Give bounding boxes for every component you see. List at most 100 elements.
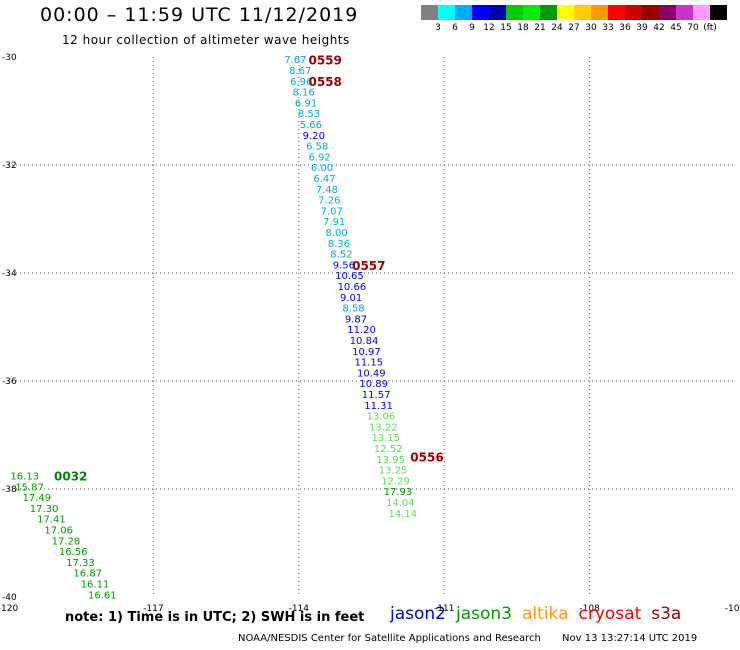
color-swatch [421, 5, 438, 20]
wave-height-label: 10.89 [359, 379, 388, 390]
wave-height-label: 7.26 [318, 196, 340, 207]
track-0556-0559: 7.678.676.968.166.918.535.669.206.586.92… [284, 54, 443, 520]
wave-height-label: 16.11 [81, 580, 110, 591]
wave-height-label: 8.67 [289, 66, 311, 77]
wave-height-label: 6.96 [290, 77, 312, 88]
wave-height-label: 16.61 [88, 590, 117, 601]
wave-height-label: 17.06 [44, 526, 73, 537]
wave-height-label: 7.48 [316, 185, 338, 196]
color-swatch [591, 5, 608, 20]
lon-tick-label: -117 [143, 604, 163, 614]
wave-height-label: 8.58 [342, 304, 364, 315]
color-scale-label: 21 [534, 23, 546, 33]
wave-height-label: 8.36 [328, 239, 350, 250]
color-scale-label: 30 [585, 23, 597, 33]
color-scale-label: 6 [452, 23, 458, 33]
color-swatch [625, 5, 642, 20]
wave-height-label: 7.91 [323, 217, 345, 228]
color-scale-label: 18 [517, 23, 529, 33]
wave-height-label: 6.91 [295, 98, 317, 109]
wave-height-label: 14.14 [388, 509, 417, 520]
color-scale-label: 9 [469, 23, 475, 33]
wave-height-label: 9.20 [303, 131, 325, 142]
color-scale-label: 3 [435, 23, 441, 33]
wave-height-label: 17.41 [37, 515, 66, 526]
color-swatch [557, 5, 574, 20]
credit-text: NOAA/NESDIS Center for Satellite Applica… [238, 633, 541, 644]
color-swatch [608, 5, 625, 20]
color-swatch [540, 5, 557, 20]
wave-height-label: 11.15 [355, 358, 384, 369]
color-swatch [693, 5, 710, 20]
wave-height-label: 10.49 [357, 368, 386, 379]
wave-height-label: 9.56 [333, 260, 355, 271]
color-scale-label: 24 [551, 23, 563, 33]
color-scale-label: 33 [602, 23, 614, 33]
wave-height-label: 14.04 [386, 498, 415, 509]
color-swatch [523, 5, 540, 20]
color-swatch [574, 5, 591, 20]
wave-height-label: 13.25 [379, 466, 408, 477]
lat-tick-label: -36 [2, 377, 17, 387]
color-swatch [472, 5, 489, 20]
pass-time-label: 0559 [308, 54, 341, 68]
wave-height-label: 11.57 [362, 390, 391, 401]
wave-height-label: 6.58 [306, 142, 328, 153]
wave-height-label: 11.31 [364, 401, 393, 412]
map-ticks: -120 -117 -114 -111 -108 -105 -30 -32 -34 -36 -38 -… [0, 53, 740, 614]
wave-height-label: 17.28 [52, 536, 81, 547]
wave-height-label: 7.67 [284, 55, 306, 66]
wave-height-label: 9.87 [345, 314, 367, 325]
pass-time-label: 0557 [352, 259, 385, 273]
lat-tick-label: -30 [2, 53, 17, 63]
pass-time-label: 0558 [308, 75, 341, 89]
wave-height-label: 6.92 [308, 152, 330, 163]
color-swatch [676, 5, 693, 20]
color-scale-label: 45 [670, 23, 682, 33]
color-scale-label: 36 [619, 23, 631, 33]
page-subtitle: 12 hour collection of altimeter wave hei… [62, 33, 350, 47]
lat-tick-label: -40 [2, 593, 17, 603]
lon-tick-label: -120 [0, 604, 18, 614]
color-swatch [642, 5, 659, 20]
wave-height-label: 13.06 [367, 412, 396, 423]
wave-height-label: 12.52 [374, 444, 403, 455]
color-scale-label: 39 [636, 23, 648, 33]
wave-height-label: 13.95 [376, 455, 405, 466]
wave-height-label: 17.33 [66, 558, 95, 569]
color-scale-label: 12 [483, 23, 495, 33]
wave-height-label: 6.47 [313, 174, 335, 185]
footer: NOAA/NESDIS Center for Satellite Applica… [238, 633, 715, 644]
legend-item-jason3: jason3 [456, 604, 512, 624]
color-swatch [659, 5, 676, 20]
lon-tick-label: -111 [434, 604, 454, 614]
pass-time-label: 0032 [54, 470, 87, 484]
wave-height-label: 17.49 [23, 493, 52, 504]
wave-height-label: 13.15 [372, 433, 401, 444]
lat-tick-label: -32 [2, 161, 17, 171]
wave-height-label: 15.87 [15, 482, 44, 493]
page-title: 00:00 – 11:59 UTC 11/12/2019 [40, 4, 359, 26]
wave-height-label: 10.66 [338, 282, 367, 293]
pass-time-label: 0556 [410, 451, 443, 465]
color-swatch [438, 5, 455, 20]
wave-height-label: 10.97 [352, 347, 381, 358]
wave-height-label: 10.84 [350, 336, 379, 347]
wave-height-label: 17.30 [30, 504, 59, 515]
wave-height-label: 7.07 [321, 206, 343, 217]
wave-height-label: 8.52 [330, 250, 352, 261]
wave-height-label: 9.01 [340, 293, 362, 304]
lat-tick-label: -34 [2, 269, 17, 279]
color-scale-label: 42 [653, 23, 665, 33]
color-swatch [710, 5, 727, 20]
units-note: note: 1) Time is in UTC; 2) SWH is in fe… [65, 610, 365, 625]
wave-height-label: 16.87 [73, 569, 102, 580]
legend-item-cryosat: cryosat [578, 604, 642, 624]
wave-height-label: 8.53 [298, 109, 320, 120]
wave-height-label: 6.00 [311, 163, 333, 174]
color-scale-label: 15 [500, 23, 512, 33]
color-scale-label: 27 [568, 23, 580, 33]
wave-height-label: 8.00 [325, 228, 347, 239]
